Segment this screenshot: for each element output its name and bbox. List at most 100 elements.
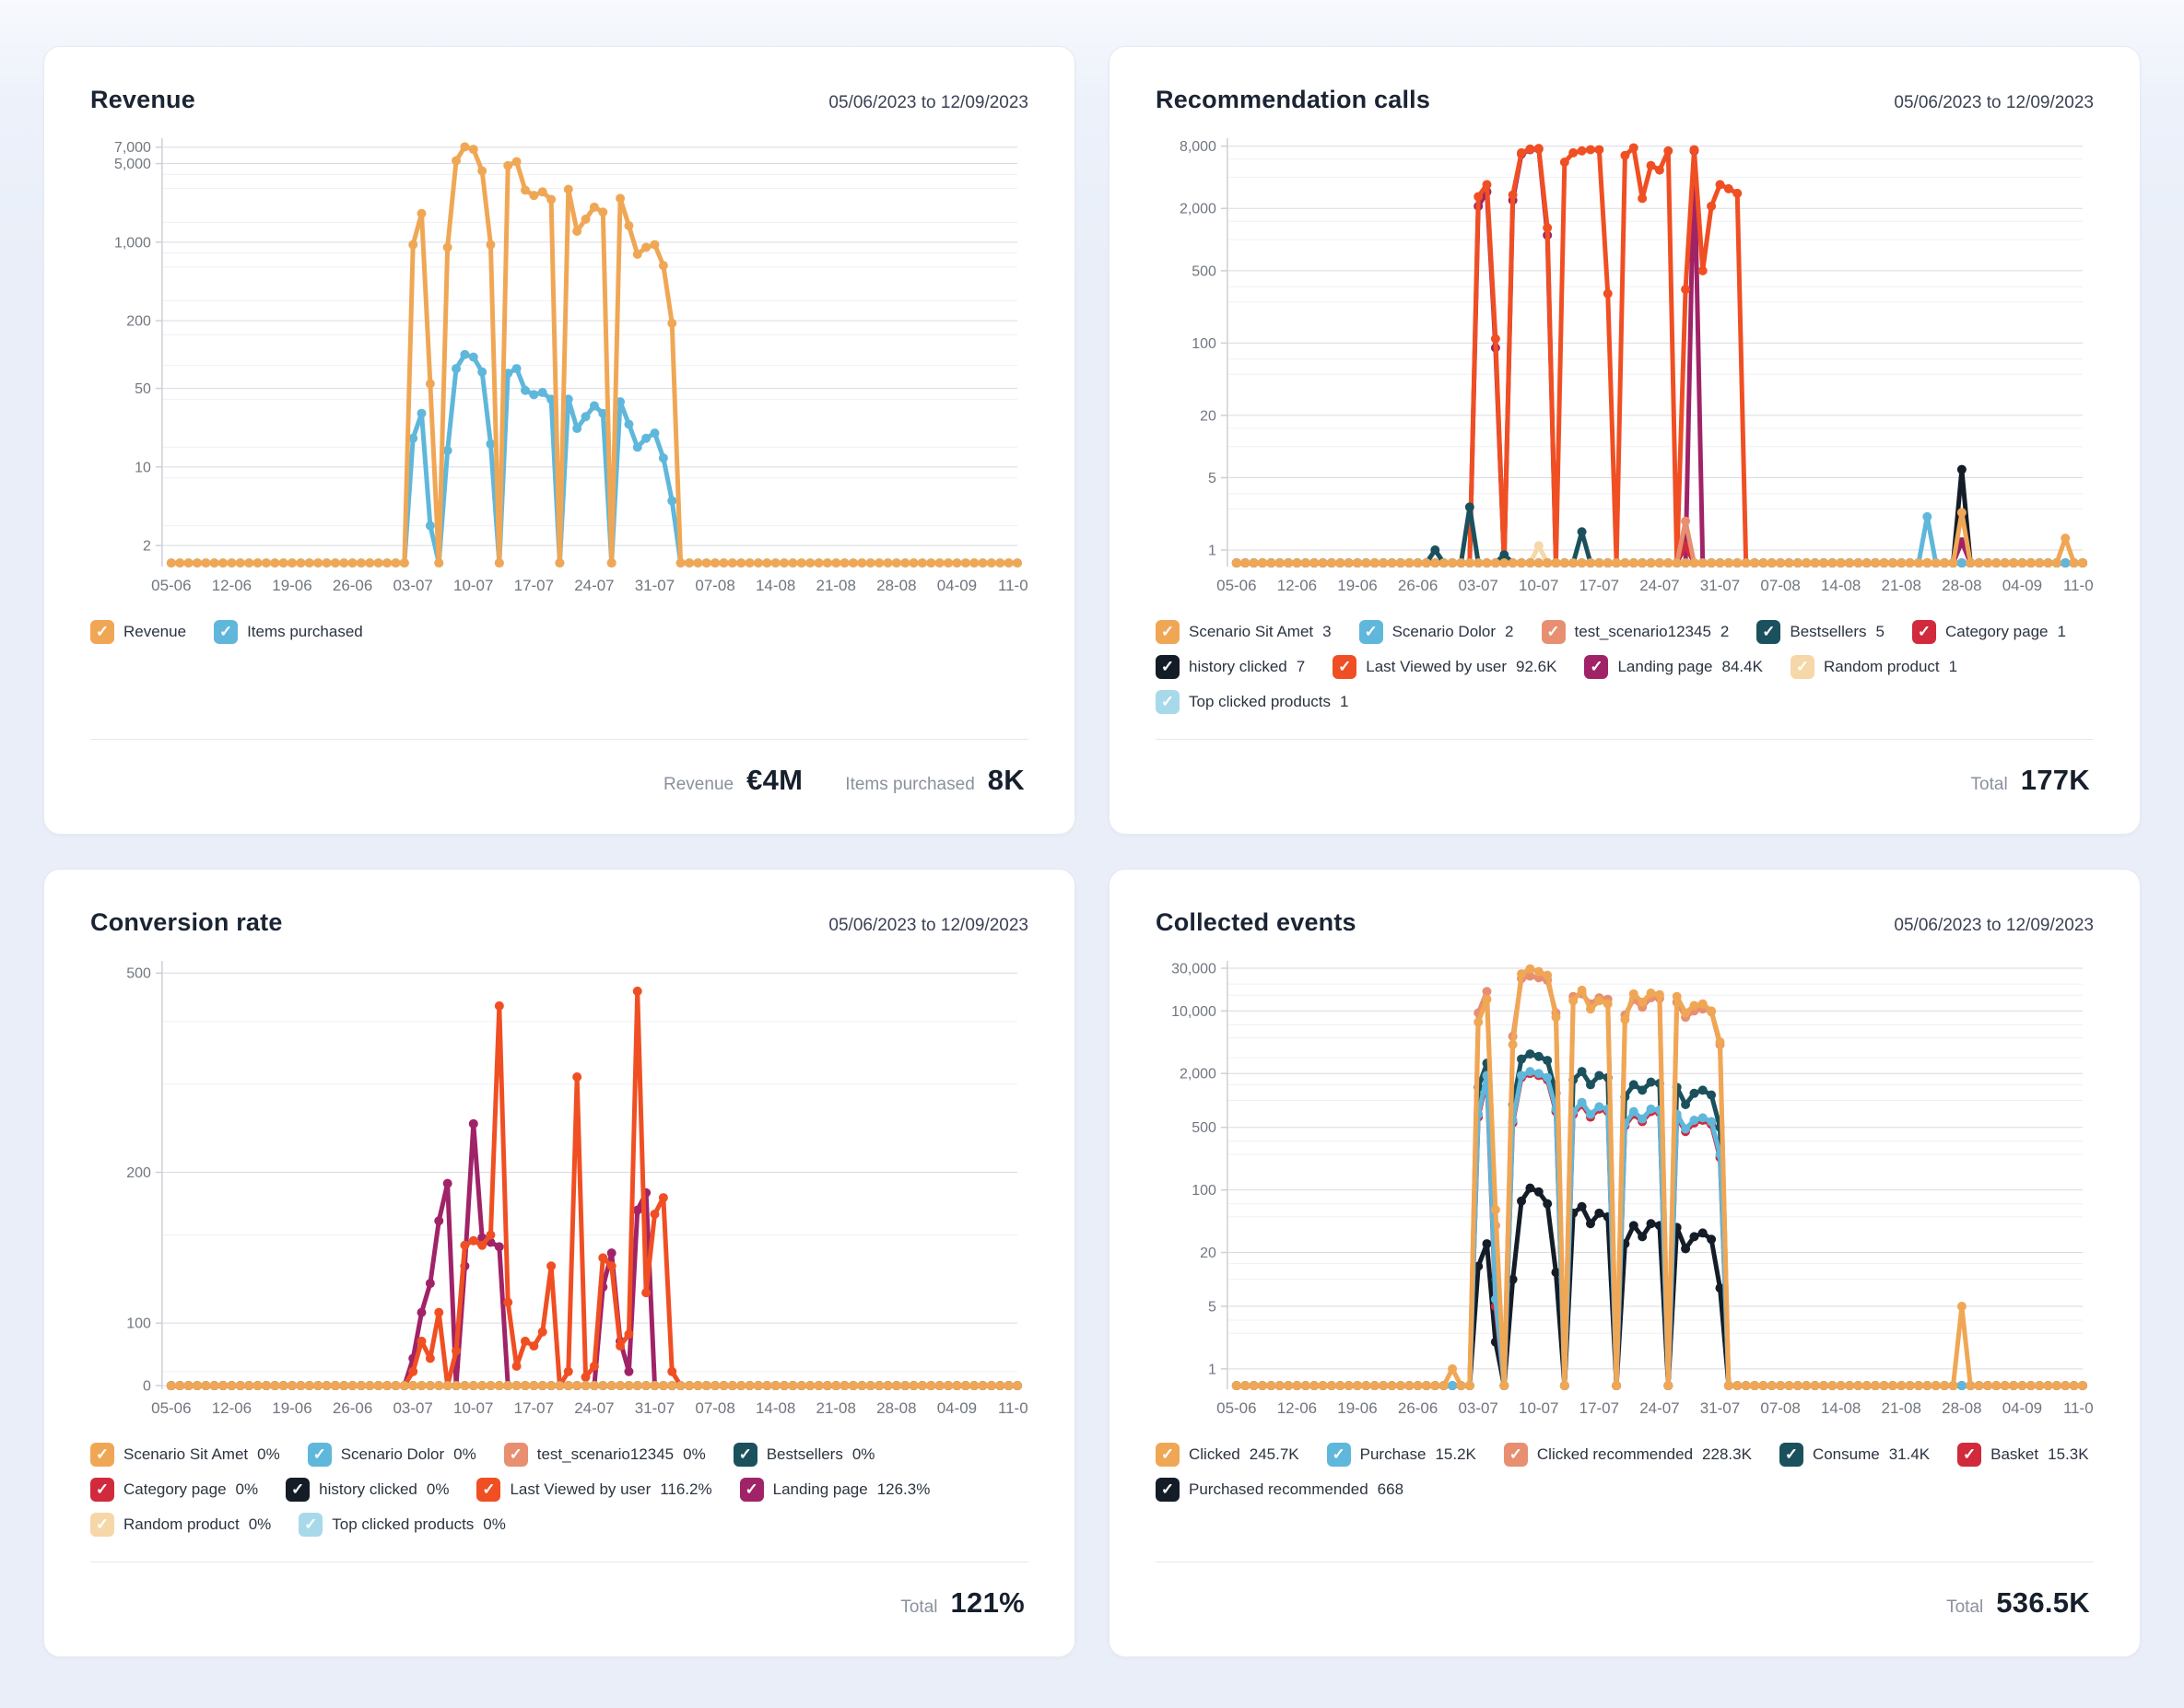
checkbox-checked-icon[interactable]: ✓ (739, 1477, 764, 1502)
x-tick-label: 12-06 (212, 577, 252, 594)
legend-item-purchase[interactable]: ✓ Purchase 15.2K (1326, 1442, 1476, 1467)
legend-item-landing-page[interactable]: ✓ Landing page 126.3% (739, 1477, 930, 1502)
legend-item-items-purchased[interactable]: ✓ Items purchased (214, 619, 363, 644)
checkbox-checked-icon[interactable]: ✓ (476, 1477, 501, 1502)
checkbox-checked-icon[interactable]: ✓ (1358, 619, 1383, 644)
conversion-totals: Total 121% (90, 1562, 1028, 1625)
checkbox-checked-icon[interactable]: ✓ (299, 1512, 323, 1537)
series-point-items-purchased (452, 364, 462, 374)
series-point-purchase (1689, 1116, 1699, 1126)
checkbox-checked-icon[interactable]: ✓ (1156, 619, 1180, 644)
legend-item-category-page[interactable]: ✓ Category page 0% (90, 1477, 258, 1502)
checkbox-checked-icon[interactable]: ✓ (90, 1512, 114, 1537)
y-tick-label: 500 (1192, 263, 1216, 279)
legend-item-clicked-recommended[interactable]: ✓ Clicked recommended 228.3K (1503, 1442, 1752, 1467)
checkbox-checked-icon[interactable]: ✓ (1156, 1477, 1180, 1502)
checkbox-checked-icon[interactable]: ✓ (503, 1442, 528, 1467)
x-tick-label: 03-07 (1458, 577, 1497, 594)
checkbox-checked-icon[interactable]: ✓ (1156, 689, 1180, 714)
y-tick-label: 10 (135, 460, 151, 475)
legend-item-test-scenario12345[interactable]: ✓ test_scenario12345 0% (503, 1442, 706, 1467)
series-point-revenue (555, 558, 565, 568)
series-point-clicked (1387, 1381, 1397, 1391)
legend-item-category-page[interactable]: ✓ Category page 1 (1911, 619, 2066, 644)
legend-item-purchased-recommended[interactable]: ✓ Purchased recommended 668 (1156, 1477, 1403, 1502)
legend-item-revenue[interactable]: ✓ Revenue (90, 619, 186, 644)
series-point-last-viewed-by-user (624, 1329, 634, 1339)
checkbox-checked-icon[interactable]: ✓ (1503, 1442, 1528, 1467)
checkbox-checked-icon[interactable]: ✓ (214, 619, 239, 644)
series-point-purchased-recommended (1525, 1183, 1535, 1193)
x-tick-label: 10-07 (1519, 1399, 1558, 1417)
legend-item-clicked[interactable]: ✓ Clicked 245.7K (1156, 1442, 1299, 1467)
legend-item-landing-page[interactable]: ✓ Landing page 84.4K (1584, 654, 1763, 679)
legend-item-last-viewed-by-user[interactable]: ✓ Last Viewed by user 92.6K (1333, 654, 1556, 679)
checkbox-checked-icon[interactable]: ✓ (90, 1442, 114, 1467)
x-tick-label: 28-08 (876, 1399, 916, 1417)
series-point-scenario-sit-amet (227, 1381, 237, 1391)
checkbox-checked-icon[interactable]: ✓ (1957, 1442, 1982, 1467)
legend-item-last-viewed-by-user[interactable]: ✓ Last Viewed by user 116.2% (476, 1477, 712, 1502)
series-point-revenue (477, 166, 487, 176)
checkbox-checked-icon[interactable]: ✓ (307, 1442, 332, 1467)
series-point-clicked (1533, 966, 1544, 977)
legend-item-test-scenario12345[interactable]: ✓ test_scenario12345 2 (1541, 619, 1729, 644)
series-point-clicked (1404, 1381, 1415, 1391)
legend-item-scenario-sit-amet[interactable]: ✓ Scenario Sit Amet 3 (1156, 619, 1332, 644)
series-point-items-purchased (477, 367, 487, 377)
series-point-scenario-sit-amet (1249, 558, 1259, 568)
series-line-last-viewed-by-user (1234, 145, 2085, 566)
series-point-clicked (1707, 1006, 1717, 1016)
series-point-last-viewed-by-user (616, 1341, 626, 1351)
checkbox-checked-icon[interactable]: ✓ (286, 1477, 311, 1502)
checkbox-checked-icon[interactable]: ✓ (733, 1442, 757, 1467)
x-tick-label: 14-08 (756, 1399, 795, 1417)
series-point-purchase (1448, 1381, 1458, 1391)
panel-header: Recommendation calls 05/06/2023 to 12/09… (1156, 86, 2094, 114)
series-point-scenario-sit-amet (1697, 558, 1708, 568)
legend-item-history-clicked[interactable]: ✓ history clicked 0% (286, 1477, 449, 1502)
legend-item-random-product[interactable]: ✓ Random product 0% (90, 1512, 271, 1537)
series-point-scenario-sit-amet (995, 1381, 1005, 1391)
series-point-clicked (1249, 1381, 1259, 1391)
legend-item-top-clicked-products[interactable]: ✓ Top clicked products 0% (299, 1512, 506, 1537)
legend-item-top-clicked-products[interactable]: ✓ Top clicked products 1 (1156, 689, 1349, 714)
legend-item-random-product[interactable]: ✓ Random product 1 (1790, 654, 1957, 679)
series-point-scenario-sit-amet (805, 1381, 816, 1391)
x-tick-label: 26-06 (1398, 1399, 1438, 1417)
series-point-scenario-sit-amet (1758, 558, 1768, 568)
series-point-scenario-sit-amet (986, 1381, 996, 1391)
series-point-revenue (796, 558, 806, 568)
legend-item-bestsellers[interactable]: ✓ Bestsellers 0% (733, 1442, 875, 1467)
legend-item-basket[interactable]: ✓ Basket 15.3K (1957, 1442, 2089, 1467)
x-tick-label: 31-07 (635, 1399, 675, 1417)
checkbox-checked-icon[interactable]: ✓ (1756, 619, 1781, 644)
checkbox-checked-icon[interactable]: ✓ (1779, 1442, 1803, 1467)
legend-item-bestsellers[interactable]: ✓ Bestsellers 5 (1756, 619, 1885, 644)
checkbox-checked-icon[interactable]: ✓ (1911, 619, 1936, 644)
series-line-items-purchased (169, 352, 1020, 566)
legend-item-scenario-dolor[interactable]: ✓ Scenario Dolor 0% (307, 1442, 476, 1467)
checkbox-checked-icon[interactable]: ✓ (90, 1477, 114, 1502)
checkbox-checked-icon[interactable]: ✓ (1326, 1442, 1351, 1467)
series-point-scenario-sit-amet (1776, 558, 1786, 568)
legend-item-history-clicked[interactable]: ✓ history clicked 7 (1156, 654, 1305, 679)
series-point-items-purchased (417, 408, 427, 418)
series-point-revenue (1013, 558, 1023, 568)
legend-item-scenario-sit-amet[interactable]: ✓ Scenario Sit Amet 0% (90, 1442, 280, 1467)
checkbox-checked-icon[interactable]: ✓ (1541, 619, 1566, 644)
legend-item-consume[interactable]: ✓ Consume 31.4K (1779, 1442, 1930, 1467)
checkbox-checked-icon[interactable]: ✓ (90, 619, 114, 644)
series-point-last-viewed-by-user (1577, 146, 1587, 156)
series-point-scenario-sit-amet (840, 1381, 850, 1391)
checkbox-checked-icon[interactable]: ✓ (1156, 654, 1180, 679)
total-label: Total (900, 1597, 938, 1617)
checkbox-checked-icon[interactable]: ✓ (1156, 1442, 1180, 1467)
series-point-landing-page (632, 1205, 642, 1215)
series-point-scenario-sit-amet (875, 1381, 885, 1391)
checkbox-checked-icon[interactable]: ✓ (1584, 654, 1609, 679)
y-tick-label: 5 (1208, 1299, 1216, 1315)
legend-item-scenario-dolor[interactable]: ✓ Scenario Dolor 2 (1358, 619, 1514, 644)
checkbox-checked-icon[interactable]: ✓ (1333, 654, 1357, 679)
checkbox-checked-icon[interactable]: ✓ (1790, 654, 1814, 679)
